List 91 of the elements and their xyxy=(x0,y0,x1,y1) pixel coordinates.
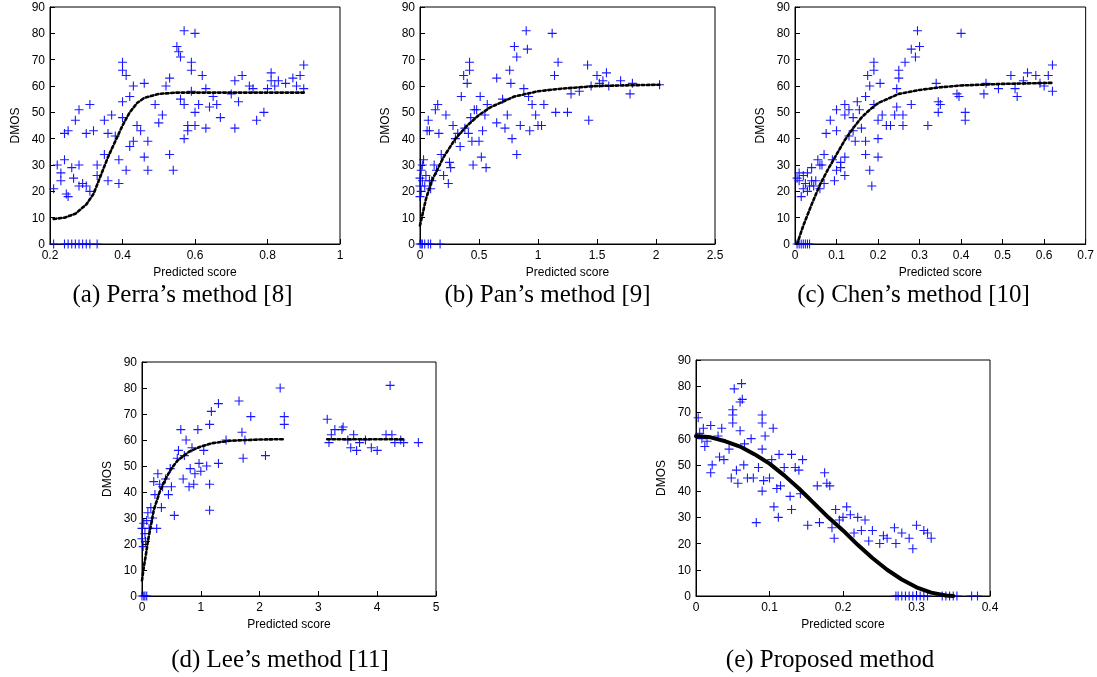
y-tick-label: 20 xyxy=(677,536,692,551)
y-tick-label: 90 xyxy=(677,353,692,367)
x-tick-label: 0.6 xyxy=(1035,248,1053,262)
text: (d) Lee’s method [11] xyxy=(171,645,389,673)
y-tick-label: 80 xyxy=(776,26,791,41)
y-tick-label: 60 xyxy=(31,79,46,93)
y-tick-label: 10 xyxy=(401,210,416,225)
x-tick-label: 2 xyxy=(256,600,264,614)
y-tick-label: 50 xyxy=(31,105,46,120)
y-tick-label: 70 xyxy=(31,52,46,67)
y-tick-label: 80 xyxy=(401,26,416,41)
y-tick-label: 90 xyxy=(776,0,791,14)
y-tick-label: 60 xyxy=(677,431,692,446)
x-tick-label: 0.1 xyxy=(828,248,846,262)
text: (b) Pan’s method [9] xyxy=(444,280,651,308)
y-tick-label: 90 xyxy=(123,355,138,369)
x-tick-label: 1 xyxy=(534,248,542,262)
y-tick-label: 90 xyxy=(401,0,416,14)
y-tick-label: 20 xyxy=(123,537,138,551)
y-tick-label: 0 xyxy=(38,237,46,251)
x-tick-label: 4 xyxy=(373,600,381,614)
y-tick-label: 40 xyxy=(401,131,416,146)
y-tick-label: 70 xyxy=(401,52,416,67)
y-tick-label: 30 xyxy=(776,158,791,172)
x-tick-label: 1 xyxy=(197,600,205,614)
x-tick-label: 0.3 xyxy=(908,600,926,614)
x-tick-label: 0.5 xyxy=(994,248,1012,262)
y-axis-title: DMOS xyxy=(377,107,392,144)
y-tick-label: 50 xyxy=(123,459,138,473)
y-tick-label: 10 xyxy=(123,563,138,577)
y-axis-title: DMOS xyxy=(752,107,767,144)
y-tick-label: 70 xyxy=(776,52,791,67)
y-tick-label: 0 xyxy=(684,589,692,603)
y-axis-title: DMOS xyxy=(7,107,22,144)
x-tick-label: 0.3 xyxy=(911,248,929,262)
text: (e) Proposed method xyxy=(725,645,935,673)
y-tick-label: 80 xyxy=(31,26,46,41)
y-tick-label: 90 xyxy=(31,0,46,14)
x-axis-title: Predicted score xyxy=(525,264,610,279)
x-tick-label: 0.2 xyxy=(869,248,887,262)
y-tick-label: 60 xyxy=(776,79,791,93)
x-tick-label: 0.8 xyxy=(259,248,277,262)
x-tick-label: 3 xyxy=(315,600,323,614)
y-tick-label: 0 xyxy=(408,237,416,251)
y-tick-label: 10 xyxy=(776,210,791,225)
x-tick-label: 0.6 xyxy=(186,248,204,262)
y-tick-label: 30 xyxy=(677,510,692,525)
x-axis-title: Predicted score xyxy=(153,264,238,279)
y-tick-label: 40 xyxy=(31,131,46,146)
x-tick-label: 0.2 xyxy=(41,248,59,262)
y-tick-label: 50 xyxy=(776,105,791,120)
y-tick-label: 30 xyxy=(123,511,138,525)
y-tick-label: 20 xyxy=(776,184,791,199)
y-tick-label: 30 xyxy=(31,158,46,172)
x-tick-label: 2 xyxy=(652,248,660,262)
y-tick-label: 30 xyxy=(401,158,416,172)
x-tick-label: 0.4 xyxy=(952,248,970,262)
y-tick-label: 50 xyxy=(401,105,416,120)
y-tick-label: 10 xyxy=(677,562,692,577)
x-tick-label: 1.5 xyxy=(588,248,606,262)
y-tick-label: 70 xyxy=(123,407,138,421)
text: (c) Chen’s method [10] xyxy=(797,280,1030,308)
y-tick-label: 40 xyxy=(123,485,138,499)
x-tick-label: 0.7 xyxy=(1077,248,1095,262)
x-tick-label: 1 xyxy=(336,248,344,262)
x-axis-title: Predicted score xyxy=(801,616,886,631)
y-tick-label: 50 xyxy=(677,457,692,472)
y-tick-label: 60 xyxy=(401,79,416,93)
y-tick-label: 80 xyxy=(123,381,138,395)
x-tick-label: 2.5 xyxy=(706,248,724,262)
x-tick-label: 0.4 xyxy=(981,600,999,614)
y-tick-label: 10 xyxy=(31,210,46,225)
x-axis-title: Predicted score xyxy=(247,616,332,631)
x-tick-label: 5 xyxy=(432,600,440,614)
y-tick-label: 0 xyxy=(783,237,791,251)
y-axis-title: DMOS xyxy=(99,461,114,497)
y-tick-label: 60 xyxy=(123,433,138,447)
y-tick-label: 70 xyxy=(677,405,692,420)
x-tick-label: 0.2 xyxy=(834,600,852,614)
x-axis-title: Predicted score xyxy=(898,264,983,279)
y-tick-label: 0 xyxy=(130,589,138,603)
y-tick-label: 40 xyxy=(677,484,692,499)
x-tick-label: 0.4 xyxy=(114,248,132,262)
y-axis-title: DMOS xyxy=(653,460,668,496)
text: (a) Perra’s method [8] xyxy=(72,280,293,308)
y-tick-label: 80 xyxy=(677,379,692,394)
x-tick-label: 0.5 xyxy=(470,248,488,262)
x-tick-label: 0.1 xyxy=(761,600,779,614)
y-tick-label: 20 xyxy=(401,184,416,199)
y-tick-label: 20 xyxy=(31,184,46,199)
y-tick-label: 40 xyxy=(776,131,791,146)
